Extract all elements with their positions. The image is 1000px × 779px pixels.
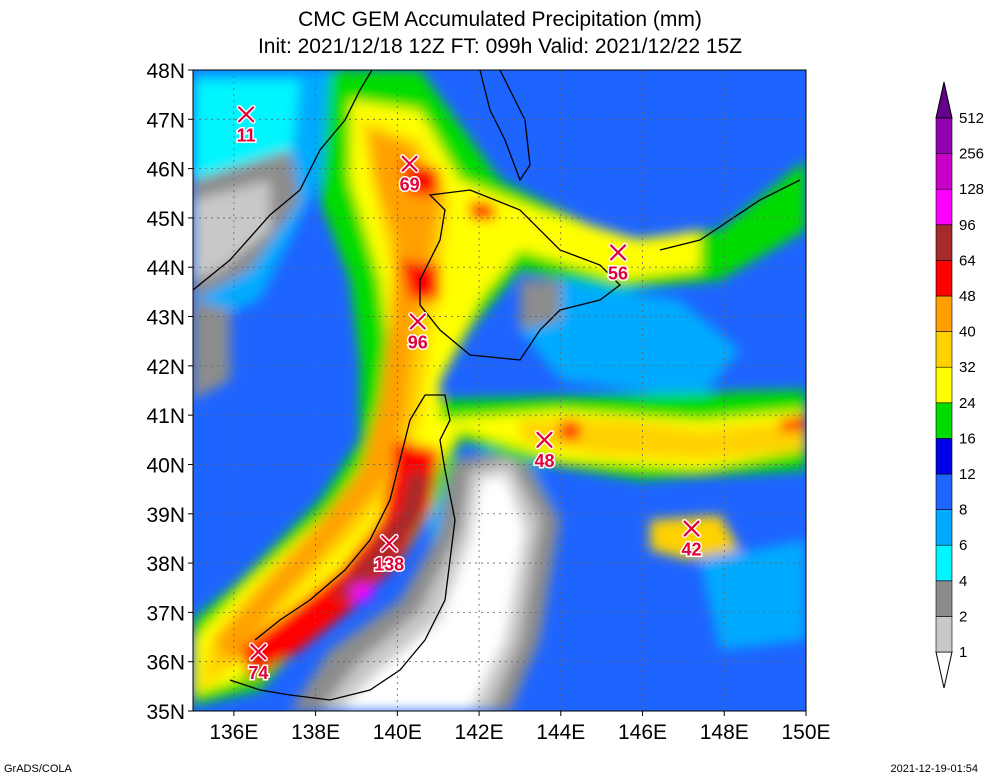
colorbar-label: 1 <box>959 644 967 661</box>
footer-timestamp: 2021-12-19-01:54 <box>890 763 978 775</box>
colorbar-label: 6 <box>959 537 967 554</box>
precip-field <box>193 70 806 711</box>
station-value: 138 <box>374 554 404 574</box>
colorbar-segment <box>935 295 953 332</box>
lat-tick-label: 47N <box>146 109 185 132</box>
map-frame <box>192 69 807 712</box>
colorbar-label: 40 <box>959 324 976 341</box>
station-value: 11 <box>237 125 256 145</box>
coastlines <box>193 70 801 701</box>
lon-tick-label: 146E <box>618 721 667 744</box>
lon-tick-label: 150E <box>781 721 830 744</box>
lat-tick-label: 40N <box>146 454 185 477</box>
lat-tick-label: 35N <box>146 701 185 724</box>
station-marker: 138 <box>373 533 406 576</box>
lat-tick-label: 46N <box>146 159 185 182</box>
colorbar-label: 256 <box>959 146 984 163</box>
lon-tick-label: 148E <box>700 721 749 744</box>
station-marker: 42 <box>680 519 703 561</box>
station-value: 56 <box>608 263 628 283</box>
colorbar-segment <box>935 580 953 617</box>
lat-tick-label: 48N <box>146 60 185 83</box>
colorbar-bottom-triangle <box>935 651 953 689</box>
station-marker: 69 <box>398 154 421 196</box>
colorbar-segment <box>935 117 953 154</box>
station-value: 42 <box>682 540 702 560</box>
station-marker: 56 <box>606 242 630 285</box>
station-value: 48 <box>534 451 554 471</box>
colorbar-label: 16 <box>959 430 976 447</box>
latitude-labels: 48N 47N 46N 45N 44N 43N 42N 41N 40N 39N 38N 37N 36N 3… <box>146 60 185 724</box>
station-value: 69 <box>400 175 420 195</box>
colorbar-segment <box>935 616 953 653</box>
colorbar-segment <box>935 402 953 439</box>
station-marker: 11 <box>235 104 257 147</box>
station-marker: 48 <box>533 430 556 472</box>
colorbar-label: 12 <box>959 466 976 483</box>
lat-tick-label: 43N <box>146 307 185 330</box>
lat-tick-label: 45N <box>146 208 185 231</box>
station-marker: 96 <box>406 311 429 354</box>
colorbar-label: 512 <box>959 110 984 127</box>
colorbar-label: 4 <box>959 573 967 590</box>
lat-tick-label: 36N <box>146 652 185 675</box>
colorbar-label: 24 <box>959 395 976 412</box>
lon-tick-label: 136E <box>209 721 258 744</box>
lat-tick-label: 41N <box>146 405 185 428</box>
colorbar-label: 96 <box>959 217 976 234</box>
colorbar-segment <box>935 331 953 368</box>
lat-tick-label: 37N <box>146 602 185 625</box>
colorbar-segment <box>935 509 953 546</box>
lat-tick-label: 38N <box>146 553 185 576</box>
longitude-labels: 136E 138E 140E 142E 144E 146E 148E 150E <box>209 721 830 744</box>
colorbar-segment <box>935 224 953 261</box>
lon-tick-label: 142E <box>455 721 504 744</box>
colorbar-segment <box>935 366 953 404</box>
footer-credit: GrADS/COLA <box>4 763 72 775</box>
station-cross <box>609 244 627 261</box>
chart-title: CMC GEM Accumulated Precipitation (mm) <box>298 8 702 31</box>
chart-subtitle: Init: 2021/12/18 12Z FT: 099h Valid: 202… <box>257 35 743 58</box>
station-cross <box>409 313 426 330</box>
station-cross <box>381 535 398 552</box>
lat-tick-label: 39N <box>146 504 185 527</box>
colorbar-label: 128 <box>959 181 984 198</box>
colorbar-segment <box>935 260 953 297</box>
station-cross <box>401 155 418 172</box>
lat-tick-label: 44N <box>146 257 185 280</box>
colorbar-segment <box>935 473 953 510</box>
station-cross <box>683 520 700 537</box>
station-value: 96 <box>408 332 428 352</box>
station-markers: 11 69 56 96 48 42 138 74 <box>235 104 703 684</box>
lon-tick-label: 144E <box>536 721 585 744</box>
station-cross <box>536 431 553 448</box>
colorbar-label: 32 <box>959 359 976 376</box>
axis-ticks <box>188 69 807 716</box>
graticule <box>193 70 806 711</box>
colorbar-segment <box>935 188 953 226</box>
colorbar-label: 48 <box>959 288 976 305</box>
station-value: 74 <box>248 663 268 683</box>
colorbar-segment <box>935 544 953 582</box>
station-marker: 74 <box>247 642 270 684</box>
colorbar-segment <box>935 438 953 475</box>
colorbar-label: 64 <box>959 252 976 269</box>
colorbar-segment <box>935 153 953 190</box>
lon-tick-label: 138E <box>291 721 340 744</box>
lat-tick-label: 42N <box>146 356 185 379</box>
colorbar-label: 8 <box>959 502 967 519</box>
station-cross <box>238 106 255 123</box>
station-cross <box>250 643 267 660</box>
colorbar-top-triangle <box>935 81 953 119</box>
colorbar-label: 2 <box>959 608 967 625</box>
lon-tick-label: 140E <box>373 721 422 744</box>
